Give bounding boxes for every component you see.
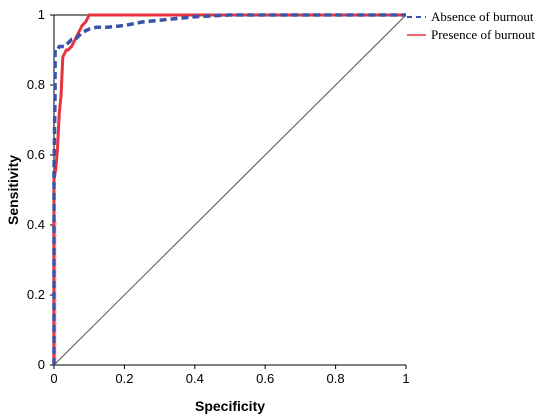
legend-label-presence: Presence of burnout <box>431 27 535 42</box>
y-tick-label: 0 <box>38 357 45 372</box>
x-tick-label: 0.8 <box>327 371 345 386</box>
y-axis-ticks: 0 0.2 0.4 0.6 0.8 1 <box>27 7 54 372</box>
y-tick-label: 0.2 <box>27 287 45 302</box>
y-tick-label: 0.4 <box>27 217 45 232</box>
y-tick-label: 1 <box>38 7 45 22</box>
x-axis-title: Specificity <box>195 398 265 414</box>
series-line-presence-of-burnout <box>52 13 406 365</box>
x-tick-label: 0.4 <box>186 371 204 386</box>
y-tick-label: 0.6 <box>27 147 45 162</box>
series-layer <box>52 13 407 366</box>
x-tick-label: 0 <box>50 371 57 386</box>
x-axis-ticks: 0 0.2 0.4 0.6 0.8 1 <box>50 365 410 386</box>
legend: Absence of burnout Presence of burnout <box>407 9 535 42</box>
legend-label-absence: Absence of burnout <box>431 9 534 24</box>
reference-diagonal-line <box>53 14 407 366</box>
y-axis-title: Sensitivity <box>5 155 21 225</box>
x-tick-label: 0.6 <box>256 371 274 386</box>
x-tick-label: 1 <box>402 371 409 386</box>
x-tick-label: 0.2 <box>115 371 133 386</box>
series-line-absence-of-burnout <box>52 13 406 365</box>
y-tick-label: 0.8 <box>27 77 45 92</box>
